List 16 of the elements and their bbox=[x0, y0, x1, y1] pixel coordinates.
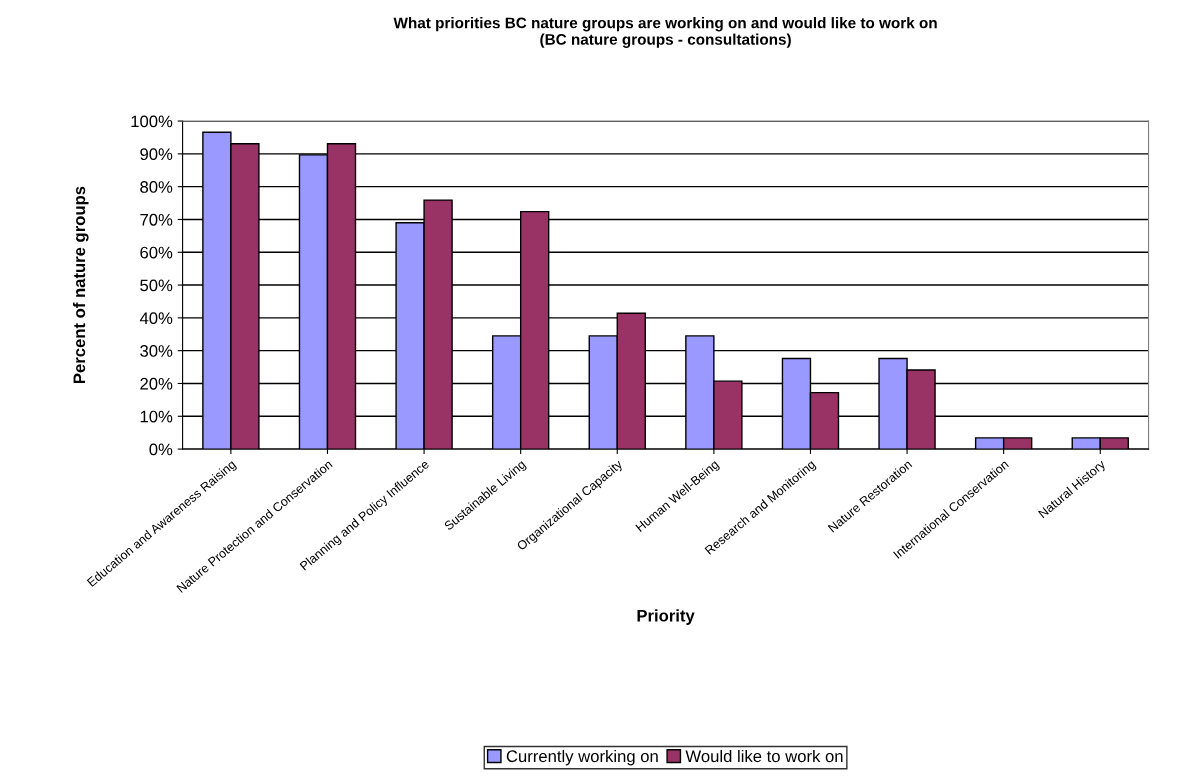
y-tick-label: 40% bbox=[139, 312, 173, 325]
y-tick-label: 60% bbox=[140, 246, 173, 259]
y-tick-label: 90% bbox=[140, 148, 173, 161]
y-tick-label: 100% bbox=[131, 115, 173, 128]
y-tick-label: 50% bbox=[140, 279, 173, 292]
y-tick-label: 20% bbox=[140, 377, 173, 390]
y-tick-label: 70% bbox=[140, 213, 173, 226]
y-tick-label: 80% bbox=[140, 181, 173, 193]
y-tick-label: 10% bbox=[140, 410, 173, 423]
y-axis-title: Percent of nature groups bbox=[72, 186, 89, 384]
x-axis-title: Priority bbox=[637, 609, 695, 625]
legend-label: Would like to work on bbox=[685, 749, 843, 763]
chart-title: What priorities BC nature groups are working on and would like to work on (BC nature groups - consultations) bbox=[393, 17, 937, 48]
legend-label: Currently working on bbox=[506, 749, 658, 766]
y-tick-label: 30% bbox=[140, 345, 173, 357]
y-tick-label: 0% bbox=[149, 443, 173, 456]
